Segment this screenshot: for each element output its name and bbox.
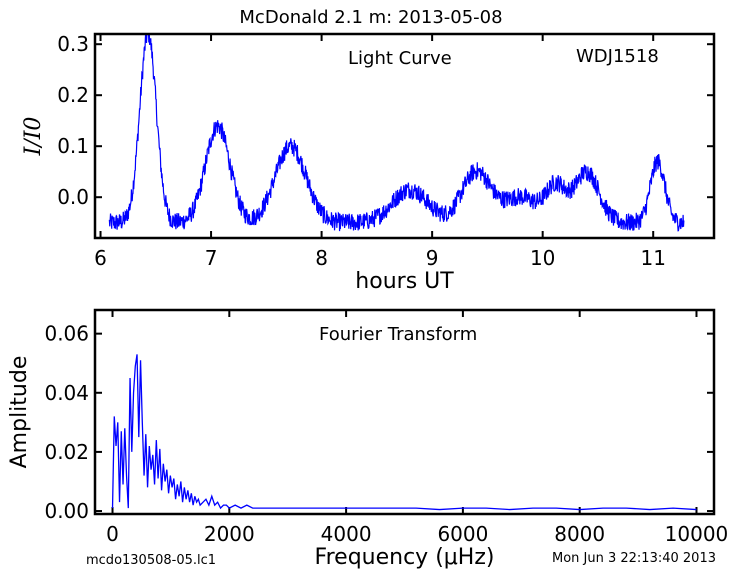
fourier-xtick-label: 4000	[321, 522, 372, 546]
fourier-ytick-label: 0.04	[44, 381, 89, 405]
footer-filename: mcdo130508-05.lc1	[86, 553, 217, 568]
light-curve-series	[108, 34, 685, 232]
fourier-frame	[93, 308, 716, 516]
light-curve-xtick-label: 9	[426, 246, 439, 270]
light-curve-ylabel: I/I0	[21, 117, 46, 157]
fourier-ytick-label: 0.02	[44, 440, 89, 464]
light-curve-ytick-label: 0.2	[57, 83, 89, 107]
light-curve-xtick-label: 8	[315, 246, 328, 270]
fourier-panel-title: Fourier Transform	[319, 324, 478, 345]
figure-title: McDonald 2.1 m: 2013-05-08	[239, 7, 503, 28]
light-curve-xlabel: hours UT	[355, 269, 454, 294]
light-curve-ytick-label: 0.3	[57, 32, 89, 56]
light-curve-panel-title: Light Curve	[348, 48, 452, 69]
fourier-ytick-label: 0.06	[44, 322, 89, 346]
light-curve-xtick-label: 10	[530, 246, 555, 270]
fourier-xtick-label: 2000	[204, 522, 255, 546]
fourier-xtick-label: 0	[106, 522, 119, 546]
fourier-xtick-label: 6000	[437, 522, 488, 546]
fourier-ytick-label: 0.00	[44, 499, 89, 523]
star-name-label: WDJ1518	[576, 46, 659, 67]
light-curve-xtick-label: 7	[205, 246, 218, 270]
fourier-xlabel: Frequency (μHz)	[315, 545, 495, 570]
light-curve-axes: 6 7 8 9 10 11 0.0 0.1 0.2 0.3 hours UT I/I0	[21, 32, 716, 294]
fourier-series	[111, 354, 697, 511]
light-curve-xtick-label: 6	[94, 246, 107, 270]
footer-timestamp: Mon Jun 3 22:13:40 2013	[552, 551, 716, 566]
light-curve-ytick-label: 0.0	[57, 185, 89, 209]
fourier-xtick-label: 10000	[665, 522, 729, 546]
light-curve-ytick-label: 0.1	[57, 134, 89, 158]
light-curve-xtick-label: 11	[640, 246, 665, 270]
fourier-axes: 0 2000 4000 6000 8000 10000 0.00 0.02 0.04 0.06 Fr…	[7, 308, 729, 570]
fourier-xtick-label: 8000	[554, 522, 605, 546]
light-curve-frame	[93, 32, 716, 240]
fourier-ylabel: Amplitude	[7, 356, 32, 469]
